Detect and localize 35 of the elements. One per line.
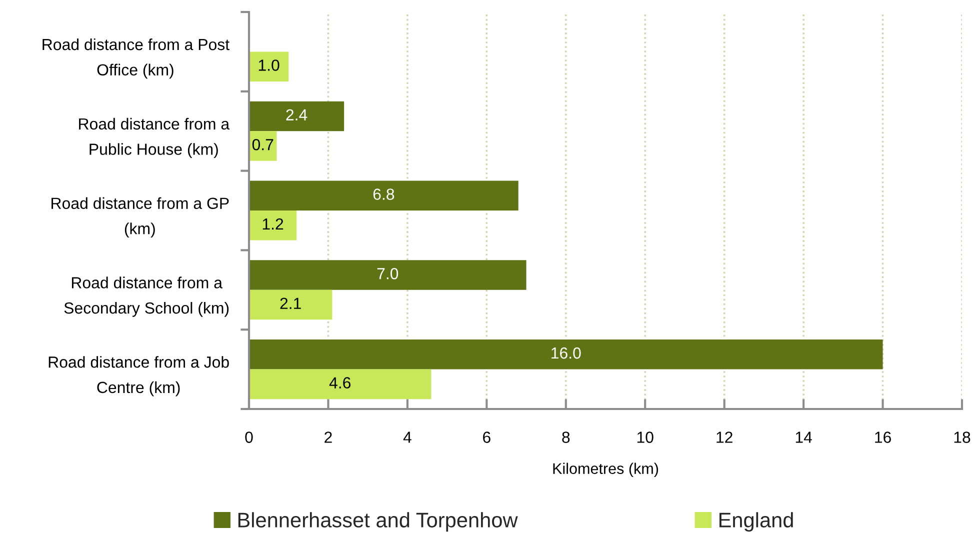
data-label: 7.0 — [377, 268, 398, 280]
data-label: 16.0 — [552, 347, 581, 359]
data-label: 1.0 — [258, 60, 280, 71]
y-tick-label: Road distance from a Job Centre (km) — [48, 356, 229, 396]
data-label: 2.4 — [286, 109, 308, 120]
x-tick-label: 16 — [875, 432, 891, 443]
bar — [249, 52, 289, 82]
x-tick-label: 6 — [483, 432, 490, 443]
legend-label: England — [719, 512, 793, 532]
data-label: 4.6 — [329, 377, 351, 388]
y-tick-label: Road distance from a Public House (km) — [79, 118, 230, 158]
bar — [249, 180, 518, 210]
x-tick-label: 14 — [796, 432, 812, 443]
bar — [249, 369, 432, 400]
legend-label: Blennerhasset and Torpenhow — [238, 512, 518, 532]
data-label: 2.1 — [280, 298, 301, 309]
x-tick-label: 0 — [245, 432, 253, 443]
y-tick-label: Road distance from a GP (km) — [52, 197, 229, 238]
x-tick-label: 8 — [562, 432, 570, 443]
data-label: 1.2 — [262, 218, 284, 230]
x-tick-label: 18 — [954, 432, 970, 443]
data-label: 6.8 — [373, 188, 394, 200]
x-tick-label: 4 — [403, 432, 412, 443]
x-tick-label: 12 — [716, 432, 732, 443]
bar — [249, 340, 883, 370]
x-tick-label: 2 — [324, 432, 332, 443]
data-label: 0.7 — [252, 138, 274, 150]
y-tick-label: Road distance from a Post Office (km) — [42, 38, 230, 79]
bar — [249, 260, 526, 290]
bar — [249, 210, 297, 240]
bar — [249, 101, 344, 132]
x-tick-label: 10 — [637, 432, 654, 443]
bar — [249, 290, 332, 320]
y-tick-label: Road distance from a Secondary School (km) — [64, 276, 229, 317]
x-axis-title: Kilometres (km) — [553, 462, 658, 478]
